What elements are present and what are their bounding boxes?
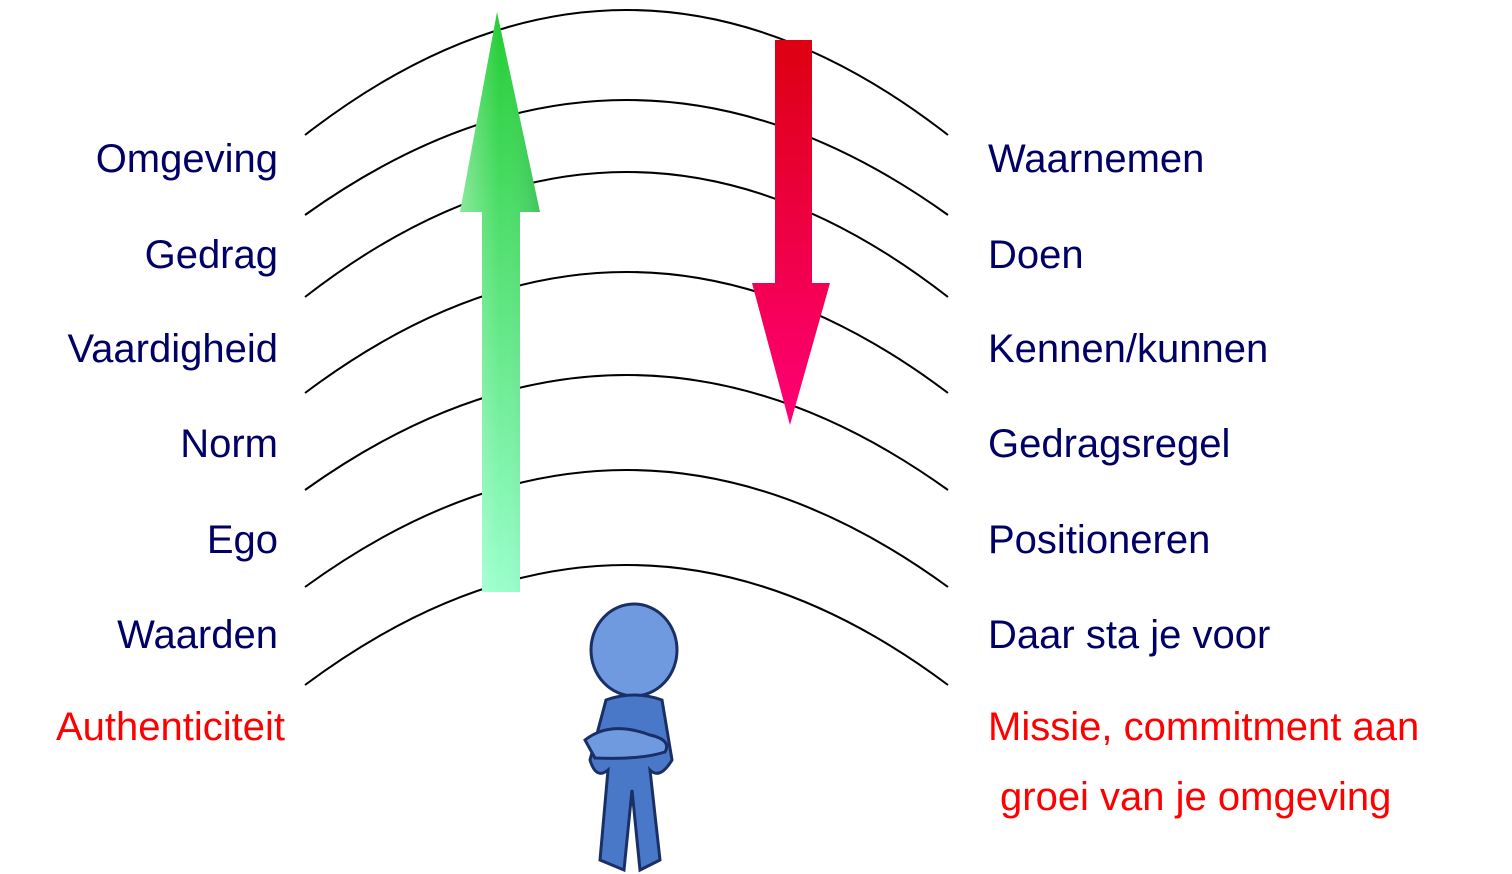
left-level-label: Omgeving	[96, 137, 278, 181]
right-level-label: Kennen/kunnen	[988, 327, 1268, 371]
left-level-label: Norm	[180, 422, 278, 466]
right-level-label: Positioneren	[988, 518, 1210, 562]
level-arc	[305, 375, 948, 490]
level-arc	[305, 10, 948, 135]
diagram: Omgeving Gedrag Vaardigheid Norm Ego Waarden W…	[0, 0, 1512, 874]
right-level-label: Gedragsregel	[988, 422, 1230, 466]
level-arcs	[305, 10, 948, 685]
level-arc	[305, 172, 948, 297]
level-arc	[305, 100, 948, 215]
level-arc	[305, 470, 948, 587]
right-level-label: Doen	[988, 233, 1084, 277]
left-core-label: Authenticiteit	[56, 705, 285, 749]
left-level-label: Vaardigheid	[67, 327, 278, 371]
up-arrow	[460, 12, 540, 592]
right-level-label: Daar sta je voor	[988, 613, 1270, 657]
down-arrow	[752, 40, 830, 425]
labels: Omgeving Gedrag Vaardigheid Norm Ego Waarden W…	[56, 137, 1419, 819]
right-core-label: Missie, commitment aan	[988, 705, 1419, 749]
left-level-label: Gedrag	[145, 233, 278, 277]
person-figure	[585, 604, 677, 870]
right-level-label: Waarnemen	[988, 137, 1204, 181]
left-level-label: Waarden	[117, 613, 278, 657]
left-level-label: Ego	[207, 518, 278, 562]
right-core-label: groei van je omgeving	[1000, 775, 1391, 819]
